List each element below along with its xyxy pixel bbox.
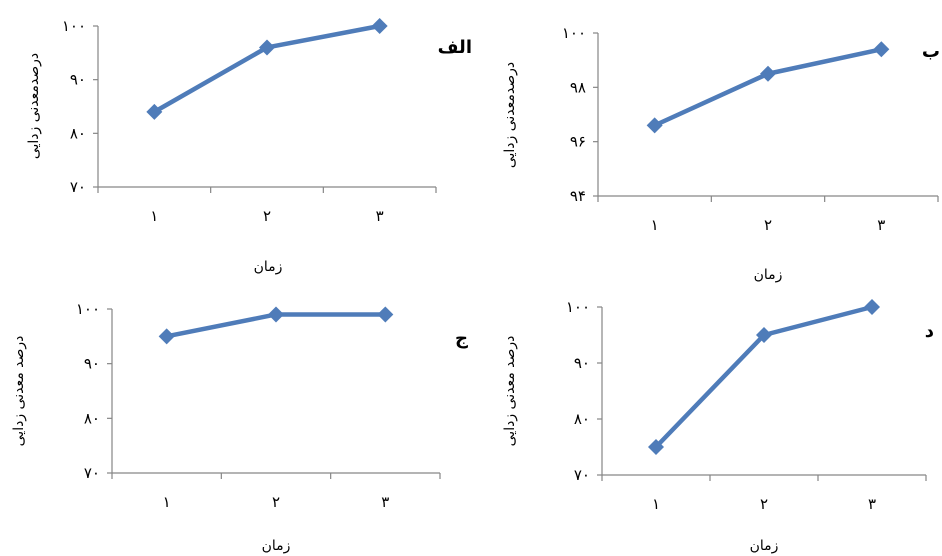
x-tick-label: ۲ bbox=[764, 216, 772, 234]
x-axis-label: زمان bbox=[262, 538, 291, 554]
data-point bbox=[158, 328, 175, 345]
y-tick-label: ۹۰ bbox=[84, 355, 100, 373]
y-tick-label: ۹۴ bbox=[570, 187, 586, 205]
x-axis-label: زمان bbox=[254, 259, 283, 275]
x-tick-label: ۲ bbox=[272, 493, 280, 511]
panel-label: ج bbox=[455, 328, 468, 349]
x-tick-label: ۳ bbox=[376, 207, 384, 225]
chart-panel-3: ۷۰ ۸۰ ۹۰ ۱۰۰ ۱ ۲ ۳ زمان درصد معدنی زدایی ج bbox=[11, 300, 468, 554]
chart-panel-2: ۹۴ ۹۶ ۹۸ ۱۰۰ ۱ ۲ ۳ زمان درصدمعدنی زدایی ب bbox=[502, 24, 940, 283]
y-tick-label: ۸۰ bbox=[574, 410, 590, 428]
y-tick-label: ۹۶ bbox=[570, 133, 586, 151]
panel-label: د bbox=[925, 321, 934, 342]
x-tick-label: ۱ bbox=[652, 495, 660, 513]
data-point bbox=[268, 306, 284, 323]
chart-panel-4: ۷۰ ۸۰ ۹۰ ۱۰۰ ۱ ۲ ۳ زمان درصد معدنی زدایی د bbox=[502, 298, 934, 554]
x-tick-label: ۳ bbox=[381, 493, 389, 511]
y-axis-label: درصدمعدنی زدایی bbox=[26, 53, 42, 159]
series-line bbox=[152, 23, 382, 115]
y-axis-label: درصدمعدنی زدایی bbox=[502, 62, 518, 168]
y-tick-label: ۷۰ bbox=[84, 464, 100, 482]
series-line bbox=[652, 47, 884, 128]
y-tick-label: ۱۰۰ bbox=[76, 300, 100, 318]
y-axis-label: درصد معدنی زدایی bbox=[11, 336, 27, 447]
y-tick-label: ۱۰۰ bbox=[62, 17, 86, 35]
x-tick-label: ۳ bbox=[868, 495, 876, 513]
y-tick-label: ۹۰ bbox=[574, 354, 590, 372]
x-tick-label: ۲ bbox=[760, 495, 768, 513]
y-tick-label: ۷۰ bbox=[70, 178, 86, 196]
data-point bbox=[756, 327, 772, 343]
data-point bbox=[371, 18, 388, 34]
data-point bbox=[864, 299, 880, 315]
panel-label: ب bbox=[922, 41, 940, 62]
y-tick-label: ۸۰ bbox=[70, 124, 86, 142]
x-tick-label: ۲ bbox=[263, 207, 271, 225]
data-point bbox=[259, 39, 275, 56]
y-tick-label: ۸۰ bbox=[84, 409, 100, 427]
data-point bbox=[760, 65, 776, 82]
chart-panel-1: ۷۰ ۸۰ ۹۰ ۱۰۰ ۱ ۲ ۳ زمان درصدمعدنی زدایی الف bbox=[26, 17, 472, 275]
y-tick-label: ۹۰ bbox=[70, 71, 86, 89]
x-tick-label: ۱ bbox=[651, 216, 659, 234]
data-point bbox=[646, 117, 663, 134]
data-point bbox=[648, 439, 664, 455]
data-point bbox=[873, 41, 890, 58]
y-axis-label: درصد معدنی زدایی bbox=[502, 336, 518, 447]
x-tick-label: ۳ bbox=[877, 216, 885, 234]
y-tick-label: ۱۰۰ bbox=[562, 24, 586, 42]
data-point bbox=[377, 306, 394, 323]
x-tick-label: ۱ bbox=[163, 493, 171, 511]
x-axis-label: زمان bbox=[750, 538, 779, 554]
x-axis-label: زمان bbox=[754, 267, 783, 283]
y-tick-label: ۹۸ bbox=[570, 78, 586, 96]
panel-label: الف bbox=[438, 37, 472, 58]
y-tick-label: ۱۰۰ bbox=[566, 298, 590, 316]
y-tick-label: ۷۰ bbox=[574, 466, 590, 484]
x-tick-label: ۱ bbox=[150, 207, 158, 225]
data-point bbox=[146, 103, 163, 120]
